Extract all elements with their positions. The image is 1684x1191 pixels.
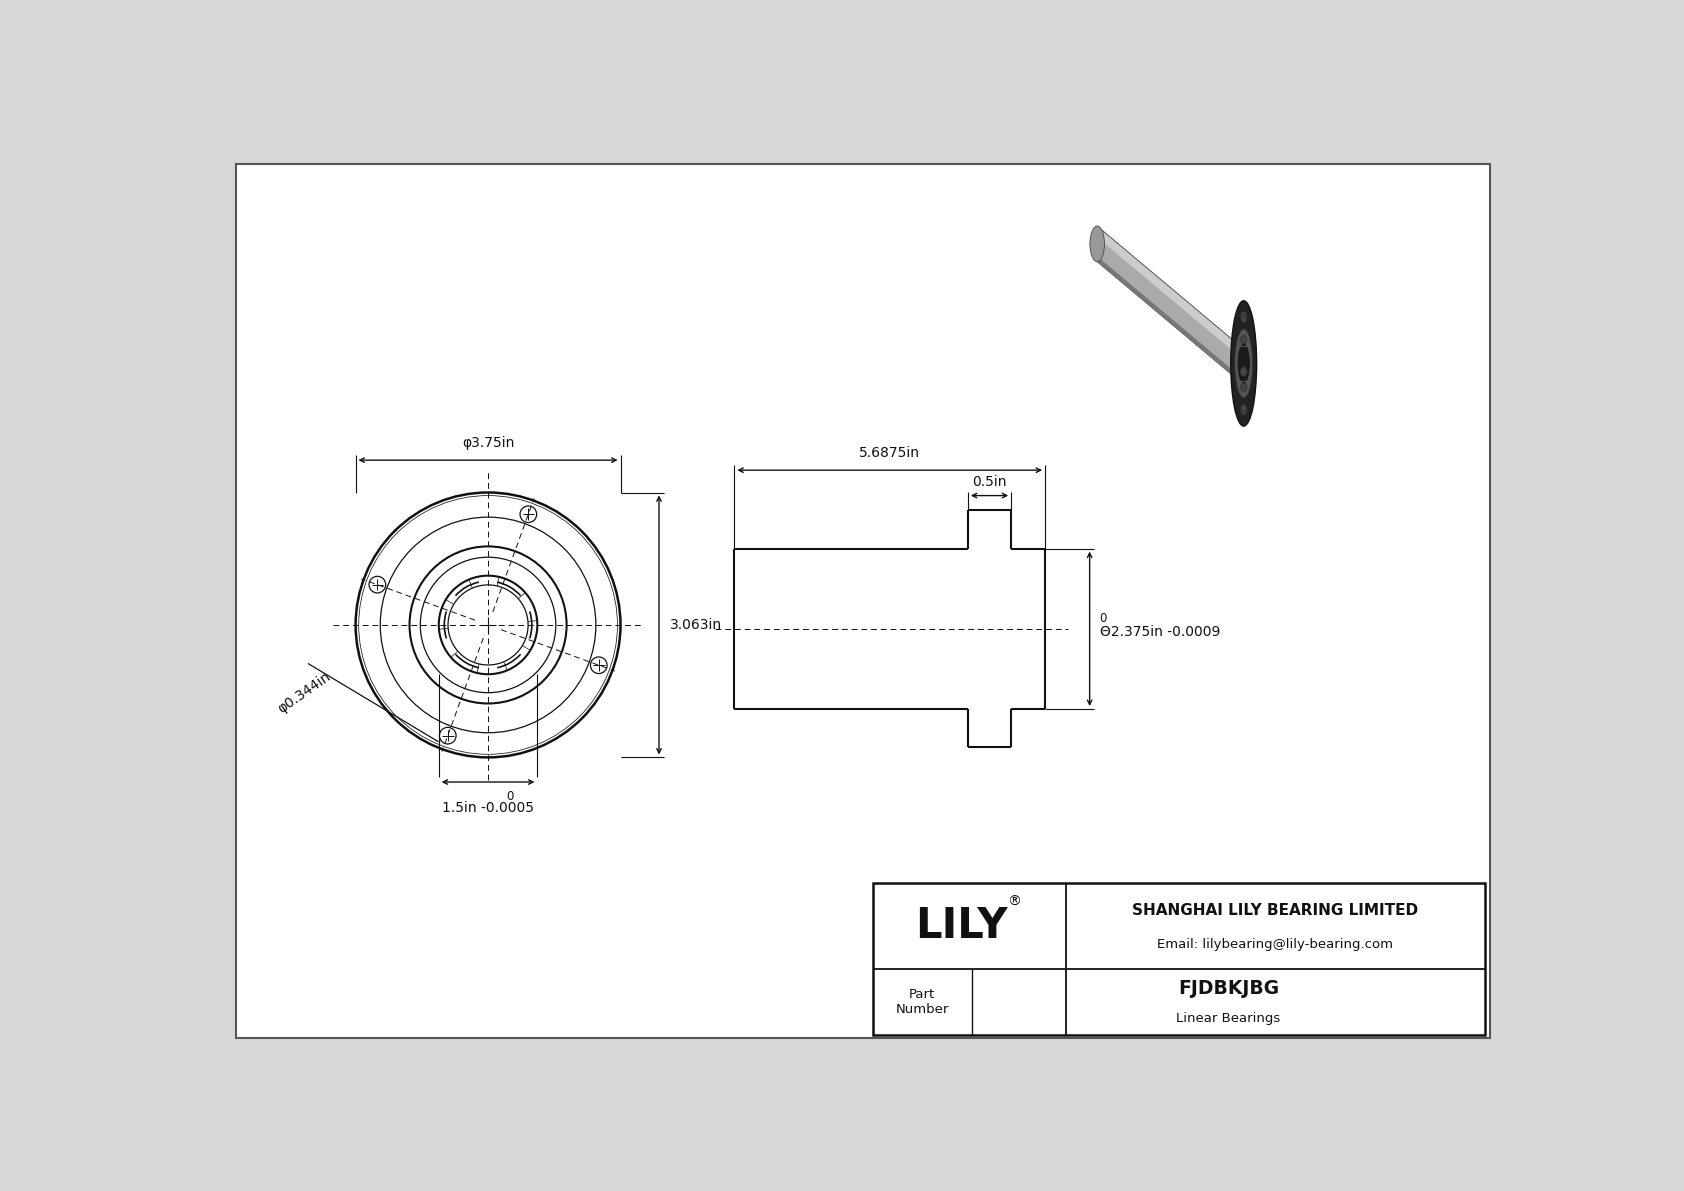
Text: Θ2.375in -0.0009: Θ2.375in -0.0009 — [1100, 625, 1219, 638]
Text: 1.5in -0.0005: 1.5in -0.0005 — [443, 802, 534, 816]
Text: 3.063in: 3.063in — [670, 618, 722, 632]
Text: Email: lilybearing@lily-bearing.com: Email: lilybearing@lily-bearing.com — [1157, 939, 1393, 952]
Text: φ3.75in: φ3.75in — [461, 436, 514, 450]
Ellipse shape — [1239, 312, 1248, 322]
Bar — [872, 883, 1485, 1035]
Text: Part
Number: Part Number — [896, 989, 950, 1016]
Bar — [872, 883, 1485, 1035]
Ellipse shape — [1231, 301, 1256, 426]
Text: 0.5in: 0.5in — [972, 475, 1007, 488]
Text: LILY: LILY — [916, 905, 1007, 947]
Ellipse shape — [1238, 345, 1255, 381]
Ellipse shape — [1241, 384, 1246, 392]
Polygon shape — [1098, 256, 1239, 381]
Ellipse shape — [1090, 226, 1105, 262]
Text: 5.6875in: 5.6875in — [859, 447, 919, 460]
Ellipse shape — [1241, 314, 1246, 323]
Text: 0: 0 — [492, 790, 515, 803]
Text: 0: 0 — [1100, 612, 1106, 625]
Text: φ0.344in: φ0.344in — [274, 669, 333, 716]
Text: Linear Bearings: Linear Bearings — [1177, 1011, 1280, 1024]
Text: SHANGHAI LILY BEARING LIMITED: SHANGHAI LILY BEARING LIMITED — [1132, 903, 1418, 918]
Ellipse shape — [1239, 367, 1248, 376]
Ellipse shape — [1239, 405, 1248, 416]
Ellipse shape — [1234, 329, 1253, 398]
Text: ®: ® — [1007, 894, 1021, 909]
Text: FJDBKJBG: FJDBKJBG — [1177, 979, 1278, 998]
Ellipse shape — [1241, 404, 1246, 412]
Polygon shape — [1098, 227, 1239, 357]
Polygon shape — [1098, 226, 1239, 381]
Ellipse shape — [1241, 336, 1246, 344]
Ellipse shape — [1238, 344, 1250, 382]
